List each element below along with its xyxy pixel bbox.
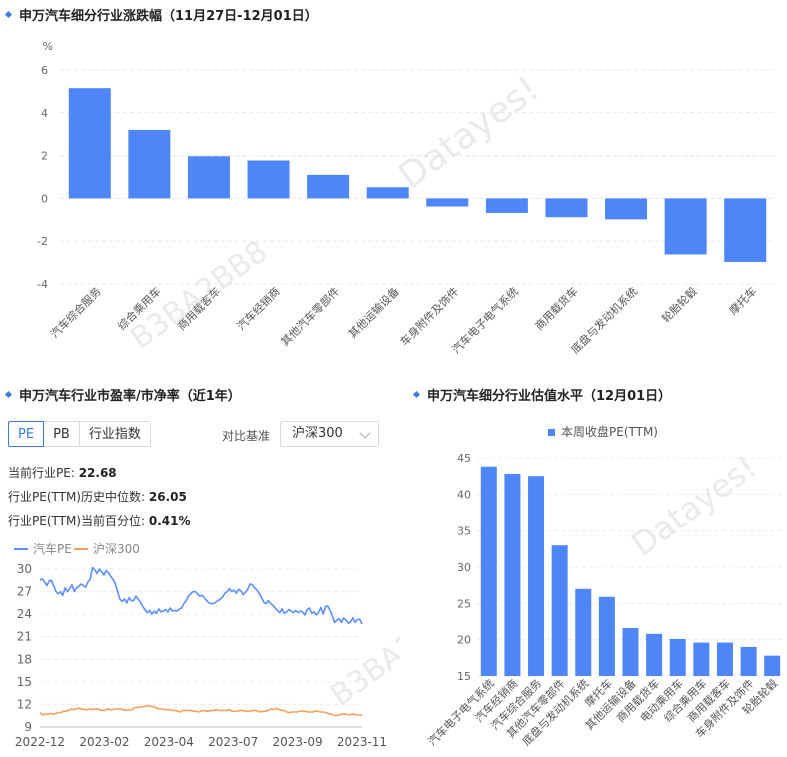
y-tick-label: 15 <box>457 670 471 683</box>
x-tick-label: 2023-11 <box>337 735 387 749</box>
chevron-down-icon <box>359 427 371 439</box>
bar <box>366 187 409 199</box>
y-tick-label: -2 <box>37 235 48 248</box>
x-tick-label: 汽车综合服务 <box>47 284 104 341</box>
stat-current-pe: 当前行业PE: 22.68 <box>8 466 117 480</box>
tab-pb[interactable]: PB <box>43 421 80 447</box>
bar <box>716 642 733 676</box>
bar <box>575 588 592 676</box>
y-tick-label: 18 <box>17 652 32 666</box>
y-tick-label: 15 <box>17 675 32 689</box>
bar <box>528 476 545 676</box>
y-tick-label: 24 <box>17 607 32 621</box>
benchmark-label: 对比基准 <box>222 429 271 443</box>
y-axis-unit: % <box>43 40 53 53</box>
y-tick-label: 45 <box>457 452 471 465</box>
benchmark-select-value: 沪深300 <box>292 426 343 441</box>
bar <box>504 473 521 676</box>
pe-line-chart: 9 12 15 18 21 24 27 30 2022-12 2023-02 2023-04 2023… <box>15 562 400 749</box>
legend-hs300[interactable]: 沪深300 <box>74 540 140 557</box>
left-chart-title: 申万汽车行业市盈率/市净率（近1年） <box>4 385 241 404</box>
y-tick-label: 35 <box>457 525 471 538</box>
legend-weekly-pe[interactable]: 本周收盘PE(TTM) <box>548 423 658 440</box>
bar <box>669 638 686 676</box>
y-tick-label: 0 <box>41 192 48 205</box>
x-tick-label: 摩托车 <box>726 284 759 317</box>
bar <box>485 198 528 213</box>
metric-tabs: PE PB 行业指数 <box>8 421 151 447</box>
bar <box>545 198 588 218</box>
bar <box>187 156 230 199</box>
y-tick-label: 2 <box>41 150 48 163</box>
watermark-text: Datayes! <box>391 69 547 198</box>
bar <box>598 596 615 676</box>
bar <box>128 129 171 199</box>
legend-square-icon <box>548 429 555 436</box>
series-line <box>39 566 363 625</box>
x-tick-label: 2023-04 <box>144 735 194 749</box>
diamond-bullet-icon <box>4 390 13 399</box>
y-tick-label: 27 <box>17 585 32 599</box>
bar <box>664 198 707 255</box>
benchmark-select[interactable]: 沪深300 <box>280 421 379 447</box>
x-tick-label: 2023-07 <box>208 735 258 749</box>
bar <box>646 633 663 676</box>
y-tick-label: -4 <box>37 278 48 291</box>
y-tick-label: 25 <box>457 597 471 610</box>
bar <box>622 628 639 676</box>
bar <box>724 198 767 262</box>
bar <box>764 655 781 676</box>
y-tick-label: 30 <box>17 562 32 576</box>
y-tick-label: 20 <box>457 634 471 647</box>
legend-auto-pe[interactable]: 汽车PE <box>14 540 72 557</box>
watermark-text: Datayes! <box>624 448 763 564</box>
x-tick-label: 其他运输设备 <box>345 284 402 341</box>
y-tick-label: 30 <box>457 561 471 574</box>
bar <box>68 88 111 199</box>
bar <box>426 198 469 207</box>
diamond-bullet-icon <box>412 390 421 399</box>
y-tick-label: 21 <box>17 630 32 644</box>
series-line <box>39 705 362 717</box>
tab-pe[interactable]: PE <box>8 421 45 447</box>
x-tick-label: 其他汽车零部件 <box>278 284 342 348</box>
x-tick-label: 2022-12 <box>15 735 65 749</box>
bar <box>605 198 648 220</box>
x-tick-label: 车身附件及饰件 <box>397 284 461 348</box>
tab-industry-index[interactable]: 行业指数 <box>78 421 151 447</box>
x-tick-label: 2023-02 <box>79 735 129 749</box>
legend-line-icon <box>74 547 88 550</box>
valuation-bar-chart: 15202530354045汽车电子电气系统汽车经销商汽车综合服务其他汽车零部件… <box>425 448 784 748</box>
bar <box>693 642 710 676</box>
bar <box>480 466 497 676</box>
bar <box>247 160 290 199</box>
stat-median-pe: 行业PE(TTM)历史中位数: 26.05 <box>8 490 187 504</box>
watermark-text: B3BA2BB8 <box>324 591 400 713</box>
bar <box>740 646 757 676</box>
right-chart-title: 申万汽车细分行业估值水平（12月01日） <box>412 385 671 404</box>
x-tick-label: 商用载货车 <box>532 284 581 333</box>
y-tick-label: 4 <box>41 107 48 120</box>
x-tick-label: 汽车经销商 <box>234 284 283 333</box>
x-tick-label: 2023-09 <box>273 735 323 749</box>
top-chart-title: 申万汽车细分行业涨跌幅（11月27日-12月01日） <box>4 5 318 24</box>
bar <box>551 545 568 676</box>
y-tick-label: 40 <box>457 488 471 501</box>
y-tick-label: 6 <box>41 64 48 77</box>
y-tick-label: 12 <box>17 697 32 711</box>
bar <box>307 174 350 199</box>
x-tick-label: 轮胎轮毂 <box>659 284 700 325</box>
legend-line-icon <box>14 547 28 550</box>
y-tick-label: 9 <box>24 720 32 734</box>
stat-percentile-pe: 行业PE(TTM)当前百分位: 0.41% <box>8 514 191 528</box>
